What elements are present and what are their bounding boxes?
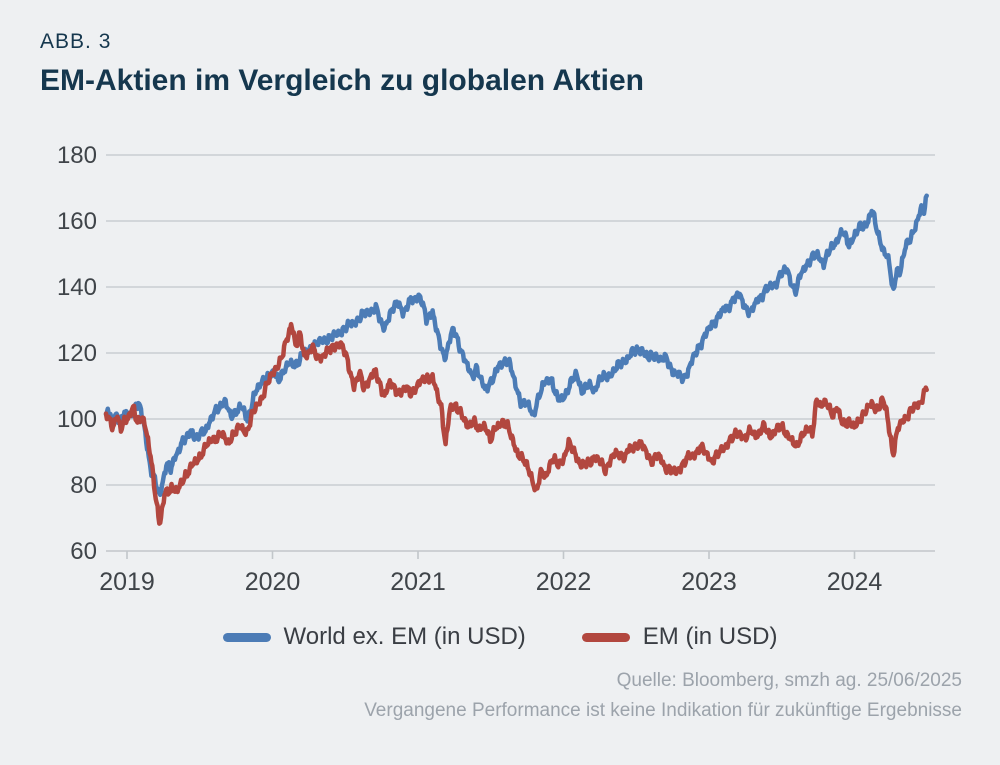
legend-item-em: EM (in USD) [581,623,778,651]
y-axis-tick-label: 120 [57,340,97,367]
y-axis-tick-label: 160 [57,208,97,235]
x-axis-tick-label: 2023 [681,568,737,596]
source-line: Quelle: Bloomberg, smzh ag. 25/06/2025 [616,670,962,691]
x-axis-tick-label: 2022 [536,568,592,596]
y-axis-tick-label: 60 [70,538,97,565]
y-axis-tick-label: 80 [70,472,97,499]
source-note: Quelle: Bloomberg, smzh ag. 25/06/2025 V… [364,666,962,726]
series-line-world [103,193,929,498]
figure-label: ABB. 3 [40,30,112,53]
x-axis-tick-label: 2024 [827,568,883,596]
y-axis-tick-label: 140 [57,274,97,301]
y-axis-tick-label: 180 [57,142,97,169]
em-series-swatch [581,632,630,642]
legend-item-world: World ex. EM (in USD) [222,623,526,651]
x-axis-tick-label: 2020 [245,568,301,596]
disclaimer-line: Vergangene Performance ist keine Indikat… [364,700,962,721]
world-series-swatch [222,632,271,642]
world-series-label: World ex. EM (in USD) [283,623,526,650]
series-line-em [103,321,929,526]
chart-legend: World ex. EM (in USD) EM (in USD) [0,621,1000,653]
x-axis-tick-label: 2019 [99,568,155,596]
page-title: EM-Aktien im Vergleich zu globalen Aktie… [40,64,644,97]
em-series-label: EM (in USD) [642,623,778,650]
y-axis-tick-label: 100 [57,406,97,433]
x-axis-tick-label: 2021 [390,568,446,596]
